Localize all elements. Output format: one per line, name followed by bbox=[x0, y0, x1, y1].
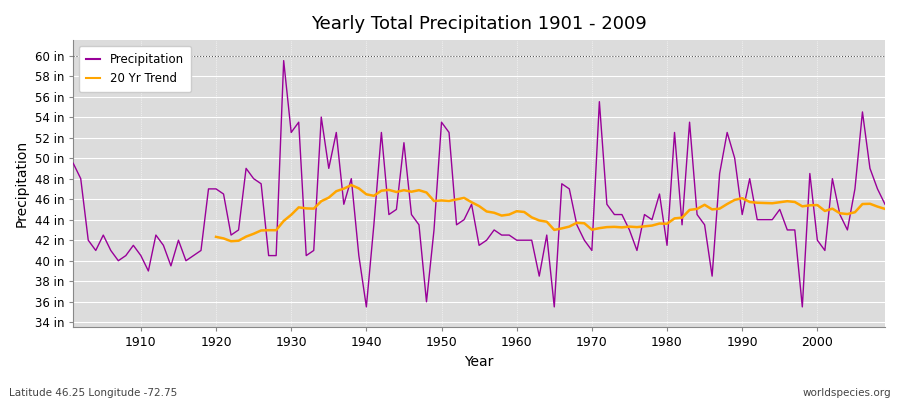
Precipitation bbox=[68, 161, 78, 166]
Precipitation bbox=[278, 58, 289, 63]
20 Yr Trend bbox=[428, 198, 439, 203]
Precipitation bbox=[361, 304, 372, 309]
X-axis label: Year: Year bbox=[464, 355, 494, 369]
Precipitation bbox=[128, 243, 139, 248]
20 Yr Trend bbox=[211, 234, 221, 239]
Precipitation bbox=[526, 238, 537, 242]
Precipitation bbox=[879, 202, 890, 207]
20 Yr Trend bbox=[865, 201, 876, 206]
20 Yr Trend bbox=[692, 206, 703, 211]
20 Yr Trend bbox=[796, 204, 807, 209]
Y-axis label: Precipitation: Precipitation bbox=[15, 140, 29, 227]
Text: Latitude 46.25 Longitude -72.75: Latitude 46.25 Longitude -72.75 bbox=[9, 388, 177, 398]
20 Yr Trend bbox=[879, 206, 890, 211]
Line: Precipitation: Precipitation bbox=[73, 61, 885, 307]
Precipitation bbox=[301, 253, 311, 258]
20 Yr Trend bbox=[782, 199, 793, 204]
Line: 20 Yr Trend: 20 Yr Trend bbox=[216, 185, 885, 241]
Legend: Precipitation, 20 Yr Trend: Precipitation, 20 Yr Trend bbox=[79, 46, 191, 92]
20 Yr Trend bbox=[309, 206, 320, 211]
20 Yr Trend bbox=[346, 183, 356, 188]
20 Yr Trend bbox=[226, 239, 237, 244]
Text: worldspecies.org: worldspecies.org bbox=[803, 388, 891, 398]
Precipitation bbox=[518, 238, 529, 242]
Title: Yearly Total Precipitation 1901 - 2009: Yearly Total Precipitation 1901 - 2009 bbox=[311, 15, 647, 33]
Precipitation bbox=[346, 176, 356, 181]
Precipitation bbox=[616, 212, 627, 217]
